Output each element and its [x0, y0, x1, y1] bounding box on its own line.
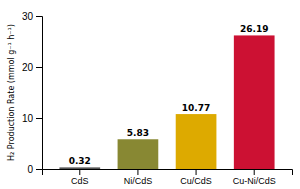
- tick-label: 30: [22, 11, 34, 22]
- y-axis: 0 10 20 30: [22, 11, 43, 175]
- data-labels: 0.32 5.83 10.77 26.19: [69, 24, 269, 166]
- tick-mark: [254, 169, 255, 175]
- tick: 30: [22, 11, 42, 22]
- bar: [118, 139, 159, 169]
- tick-label: 0: [27, 164, 33, 175]
- bar: [176, 114, 217, 169]
- tick: Cu-Ni/CdS: [233, 169, 276, 186]
- bar: [59, 167, 100, 169]
- data-label: 5.83: [127, 128, 149, 138]
- tick-label: CdS: [71, 176, 89, 186]
- tick-label: Ni/CdS: [124, 176, 153, 186]
- axis-domain: [36, 17, 43, 170]
- tick-mark: [36, 118, 42, 119]
- axis-domain: [43, 170, 293, 176]
- x-axis: CdS Ni/CdS Cu/CdS Cu-Ni/CdS: [43, 169, 293, 186]
- tick: 10: [22, 113, 42, 124]
- bars: [59, 35, 274, 169]
- tick-mark: [36, 67, 42, 68]
- tick: Cu/CdS: [180, 169, 212, 186]
- data-label: 26.19: [240, 24, 268, 34]
- chart: 0.32 5.83 10.77 26.19 0 10 20 30 CdS Ni/CdS Cu/CdS…: [0, 0, 300, 189]
- data-label: 0.32: [69, 156, 91, 166]
- tick: 20: [22, 62, 42, 73]
- tick-mark: [137, 169, 138, 175]
- tick: Ni/CdS: [124, 169, 153, 186]
- tick-mark: [36, 169, 42, 170]
- tick-label: Cu-Ni/CdS: [233, 176, 276, 186]
- tick-mark: [79, 169, 80, 175]
- tick: CdS: [71, 169, 89, 186]
- data-label: 10.77: [182, 103, 210, 113]
- tick-label: 10: [22, 113, 34, 124]
- tick-label: Cu/CdS: [180, 176, 212, 186]
- bar: [234, 35, 275, 169]
- tick-label: 20: [22, 62, 34, 73]
- tick: 0: [27, 164, 42, 175]
- tick-mark: [196, 169, 197, 175]
- plot: 0.32 5.83 10.77 26.19 0 10 20 30 CdS Ni/CdS Cu/CdS…: [22, 11, 293, 187]
- tick-mark: [36, 16, 42, 17]
- y-axis-title: H₂ Production Rate (mmol g⁻¹ h⁻¹): [7, 24, 16, 161]
